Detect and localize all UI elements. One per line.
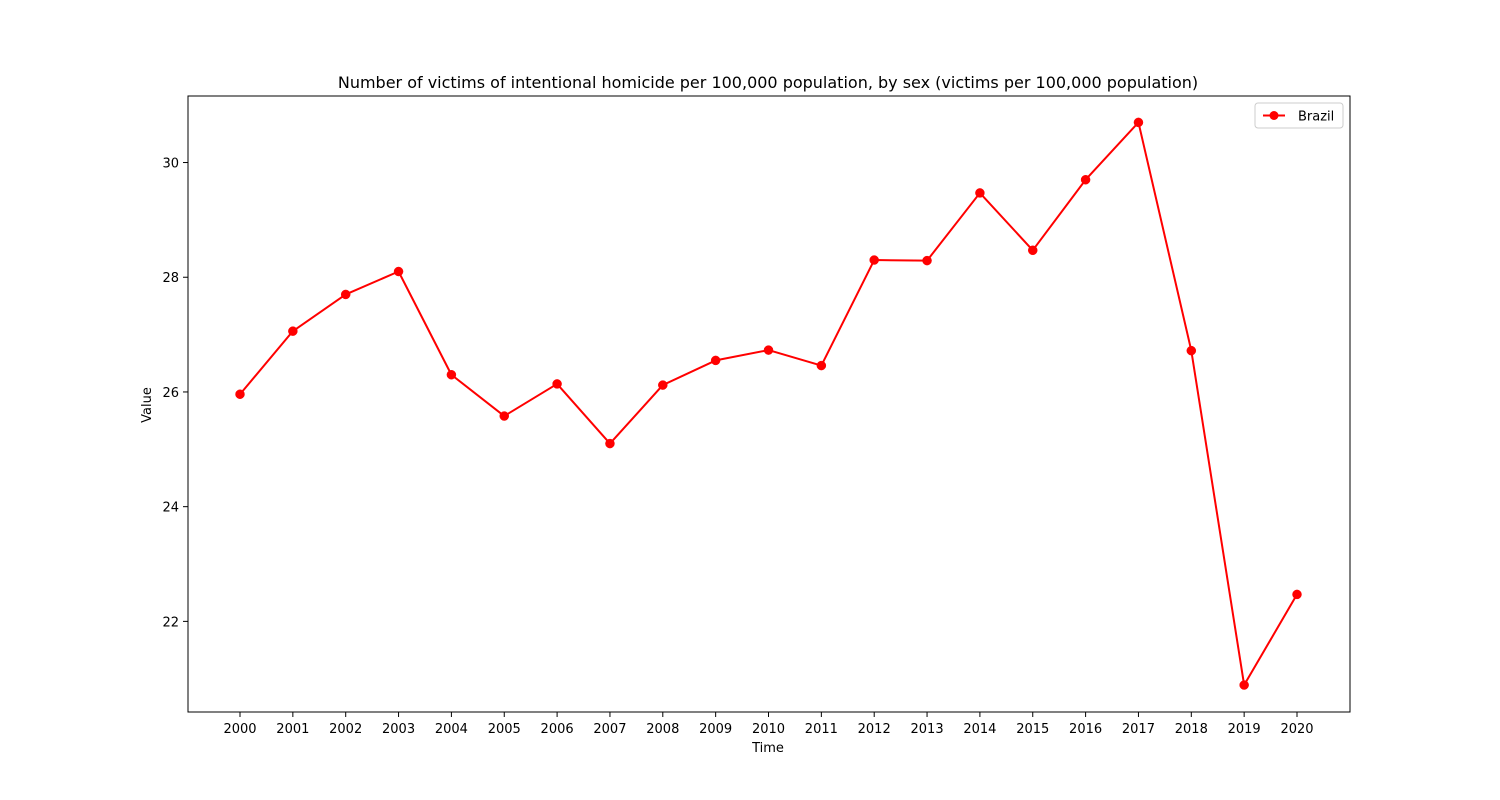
y-tick-label: 30 [162,157,179,172]
x-tick-label: 2020 [1280,722,1313,737]
x-axis-label: Time [751,741,784,756]
x-tick-label: 2005 [488,722,521,737]
data-point [605,438,615,449]
x-tick-label: 2012 [858,722,891,737]
data-point [235,389,245,399]
x-tick-label: 2006 [541,722,574,737]
x-tick-label: 2007 [593,722,626,737]
data-point [393,266,404,277]
data-point [816,360,827,371]
x-tick-label: 2004 [435,722,468,737]
y-tick-label: 26 [162,386,179,401]
x-tick-label: 2015 [1016,722,1049,737]
data-point [340,289,351,300]
x-tick-label: 2019 [1228,722,1261,737]
x-tick-label: 2018 [1175,722,1208,737]
y-tick-label: 24 [162,501,179,516]
legend-marker-swatch [1269,111,1279,120]
x-tick-label: 2002 [329,722,362,737]
data-point [1186,345,1197,356]
data-point [658,380,668,390]
x-tick-label: 2014 [963,722,996,737]
plot-area: 2000 2001 2002 2003 2004 2005 2006 2007 2008 2009… [162,95,1351,737]
x-tick-label: 2016 [1069,722,1102,737]
x-tick-label: 2000 [223,722,256,737]
data-point [1292,589,1302,600]
data-point [1239,680,1249,690]
legend-box [1254,102,1344,129]
data-point [288,326,298,336]
data-point [499,411,509,421]
y-tick-label: 28 [162,271,179,286]
x-tick-label: 2011 [805,722,838,737]
data-point [1133,117,1144,128]
legend-label: Brazil [1298,110,1334,125]
x-tick-label: 2003 [382,722,415,737]
data-point [922,255,932,266]
data-point [446,369,457,380]
data-point [975,188,985,198]
x-tick-label: 2013 [911,722,944,737]
x-tick-label: 2001 [276,722,309,737]
x-tick-label: 2008 [646,722,679,737]
data-point [710,355,721,366]
data-point [763,345,774,355]
x-tick-label: 2010 [752,722,785,737]
data-point [869,255,879,265]
data-point [1080,174,1091,185]
y-axis-label: Value [140,387,155,423]
x-tick-label: 2009 [699,722,732,737]
data-point [552,379,562,389]
legend: Brazil [1254,102,1344,129]
y-tick-label: 22 [162,615,179,630]
x-tick-label: 2017 [1122,722,1155,737]
data-point [1028,245,1038,256]
chart-title: Number of victims of intentional homicid… [338,73,1198,92]
